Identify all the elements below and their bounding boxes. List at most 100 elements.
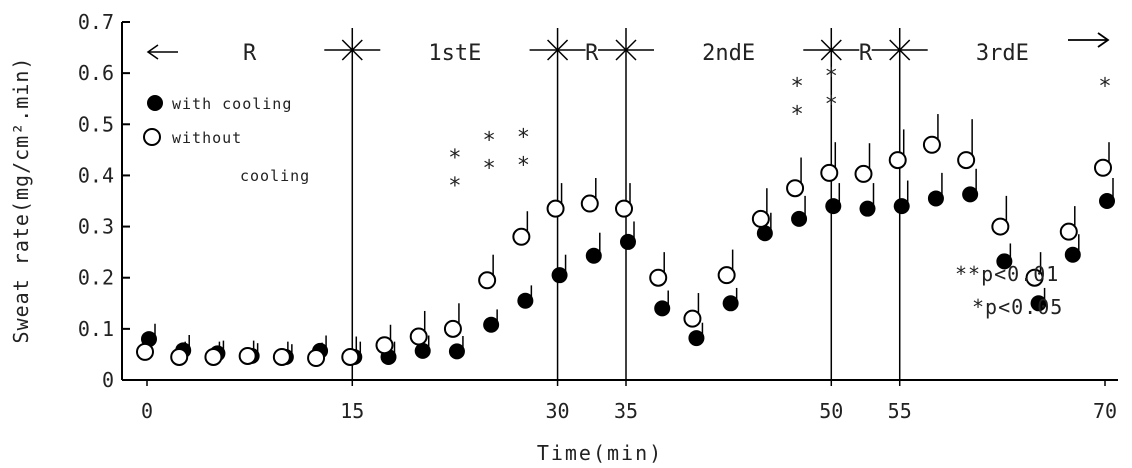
x-axis-ticks: 0 15 30 35 50 55 70: [141, 380, 1117, 423]
phase-label: R: [859, 41, 873, 66]
x-tick-label: 0: [141, 399, 153, 423]
significance-asterisk: *: [825, 64, 838, 89]
phase-labels: R 1stE R 2ndE R 3rdE: [146, 32, 1110, 66]
data-point-without-cooling: [991, 217, 1010, 236]
y-tick-label: 0.7: [78, 10, 114, 34]
data-point-with-cooling: [585, 247, 602, 264]
significance-asterisk: *: [517, 154, 530, 179]
data-point-without-cooling: [957, 151, 976, 170]
significance-asterisk: *: [790, 103, 803, 128]
phase-boundary-cross: [341, 39, 363, 61]
plot-frame: [121, 22, 1118, 381]
y-axis-label: Sweat rate(mg/cm².min): [9, 57, 33, 344]
data-point-without-cooling: [307, 349, 326, 368]
data-point-without-cooling: [272, 347, 291, 366]
data-point-with-cooling: [722, 295, 739, 312]
data-point-with-cooling: [1099, 193, 1115, 209]
data-point-with-cooling: [654, 300, 671, 317]
data-point-without-cooling: [1025, 268, 1044, 287]
data-point-without-cooling: [683, 309, 702, 328]
phase-label: R: [585, 41, 599, 66]
phase-arrow: [1097, 32, 1110, 48]
significance-asterisk: *: [483, 128, 496, 153]
legend-label-without-cooling-line2: cooling: [240, 167, 310, 185]
legend-marker-with-cooling: [147, 95, 163, 111]
y-tick-label: 0.2: [78, 266, 114, 290]
phase-boundaries: [324, 28, 928, 380]
x-tick-label: 70: [1093, 399, 1117, 423]
y-tick-label: 0.6: [78, 61, 114, 85]
y-tick-label: 0.1: [78, 317, 114, 341]
phase-arrow: [146, 44, 159, 60]
data-point-without-cooling: [580, 194, 599, 213]
data-point-without-cooling: [820, 163, 839, 182]
data-point-without-cooling: [478, 271, 497, 290]
data-point-without-cooling: [375, 336, 394, 355]
data-point-without-cooling: [1059, 222, 1078, 241]
significance-asterisk: *: [1098, 75, 1111, 100]
phase-label: R: [243, 41, 257, 66]
data-point-with-cooling: [414, 342, 431, 359]
data-point-with-cooling: [825, 198, 842, 215]
y-axis-ticks: 0 0.1 0.2 0.3 0.4 0.5 0.6 0.7: [78, 10, 130, 392]
data-point-without-cooling: [546, 199, 565, 218]
data-point-with-cooling: [927, 190, 944, 207]
data-point-without-cooling: [512, 227, 531, 246]
x-tick-label: 55: [888, 399, 912, 423]
legend-label-with-cooling: with cooling: [172, 95, 292, 113]
significance-asterisk: *: [483, 156, 496, 181]
legend-marker-without-cooling: [143, 128, 161, 146]
data-point-without-cooling: [615, 199, 633, 218]
data-point-with-cooling: [1064, 246, 1081, 263]
phase-boundary-cross: [547, 39, 569, 61]
significance-markers: * * * * * * * * * * *: [448, 64, 1111, 199]
data-point-with-cooling: [517, 292, 534, 309]
data-point-with-cooling: [688, 330, 705, 347]
significance-asterisk: *: [448, 146, 461, 171]
phase-boundary-cross: [889, 39, 911, 61]
data-point-with-cooling: [893, 198, 910, 215]
legend: with cooling without cooling: [143, 95, 310, 185]
data-point-without-cooling: [786, 179, 805, 198]
p-value-annotations: **p<0.01 *p<0.05: [955, 262, 1063, 319]
data-point-without-cooling: [136, 342, 154, 361]
y-tick-label: 0: [102, 368, 114, 392]
data-point-with-cooling: [1030, 295, 1047, 312]
x-tick-label: 50: [819, 399, 843, 423]
data-point-without-cooling: [922, 135, 941, 154]
data-point-without-cooling: [751, 209, 770, 228]
data-point-without-cooling: [888, 151, 907, 170]
phase-boundary-cross: [615, 39, 637, 61]
significance-asterisk: *: [517, 126, 530, 151]
phase-label: 3rdE: [976, 41, 1029, 66]
data-point-with-cooling: [996, 253, 1013, 270]
annotation-p005: *p<0.05: [972, 295, 1063, 319]
data-point-with-cooling: [448, 343, 465, 360]
y-tick-label: 0.4: [78, 163, 114, 187]
legend-label-without-cooling-line1: without: [172, 129, 242, 147]
x-tick-label: 30: [546, 399, 570, 423]
data-point-with-cooling: [756, 225, 773, 242]
data-point-without-cooling: [717, 266, 736, 285]
data-point-with-cooling: [620, 233, 636, 250]
annotation-p001: **p<0.01: [955, 262, 1059, 286]
phase-label: 2ndE: [702, 41, 755, 66]
significance-asterisk: *: [448, 174, 461, 199]
data-series: [136, 114, 1115, 368]
data-point-without-cooling: [854, 164, 873, 183]
data-point-without-cooling: [204, 347, 223, 366]
data-point-with-cooling: [551, 267, 568, 284]
data-point-without-cooling: [649, 268, 668, 287]
significance-asterisk: *: [825, 92, 838, 117]
data-point-without-cooling: [1094, 158, 1112, 177]
x-tick-label: 15: [340, 399, 364, 423]
data-point-without-cooling: [170, 347, 189, 366]
data-point-with-cooling: [791, 210, 808, 227]
data-point-with-cooling: [483, 316, 500, 333]
y-tick-label: 0.3: [78, 215, 114, 239]
y-tick-label: 0.5: [78, 112, 114, 136]
phase-boundary-cross: [820, 39, 842, 61]
phase-label: 1stE: [428, 41, 481, 66]
data-point-without-cooling: [443, 319, 462, 338]
